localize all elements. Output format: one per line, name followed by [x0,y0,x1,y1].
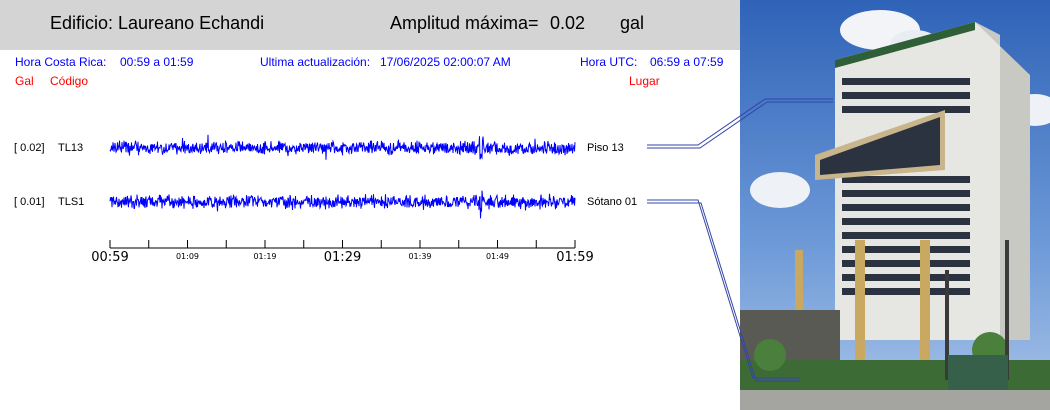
utc-time-label: Hora UTC: [580,55,638,69]
cr-time-range: 00:59 a 01:59 [120,55,194,69]
trace-1-amplitude: [ 0.02] [14,142,45,154]
connector-sotano-01 [647,199,800,382]
connector-piso-13 [647,98,833,149]
waveform-tls1 [109,190,576,219]
gal-column-header: Gal [15,74,34,88]
trace-2-amplitude: [ 0.01] [14,196,45,208]
place-column-header: Lugar [629,74,660,88]
max-amplitude-unit: gal [620,13,645,33]
seismogram-traces [109,134,576,219]
max-amplitude-label: Amplitud máxima= [390,13,539,33]
time-axis-minor-label: 01:39 [408,252,432,261]
building-windows [842,78,970,295]
trace-1-place: Piso 13 [587,142,624,154]
time-axis-major-label: 01:29 [323,250,362,265]
waveform-tl13 [109,134,576,160]
time-axis-major-label: 00:59 [91,250,129,265]
title-bar: Edificio: Laureano Echandi Amplitud máxi… [0,0,740,50]
code-column-header: Código [50,74,89,88]
time-axis-major-label: 01:59 [556,250,594,265]
time-axis-minor-label: 01:09 [175,252,200,261]
time-axis [109,240,576,249]
last-update-value: 17/06/2025 02:00:07 AM [380,55,511,69]
cr-time-label: Hora Costa Rica: [15,55,107,69]
max-amplitude-value: 0.02 [550,13,586,33]
time-axis-minor-label: 01:49 [485,252,510,261]
trace-1-code: TL13 [58,142,84,154]
trace-2-place: Sótano 01 [587,196,638,208]
building-name: Edificio: Laureano Echandi [50,13,265,33]
building-photo [740,0,1050,410]
utc-time-range: 06:59 a 07:59 [650,55,724,69]
trace-2-code: TLS1 [58,196,85,208]
last-update-label: Ultima actualización: [260,55,371,69]
time-axis-minor-label: 01:19 [253,252,277,261]
